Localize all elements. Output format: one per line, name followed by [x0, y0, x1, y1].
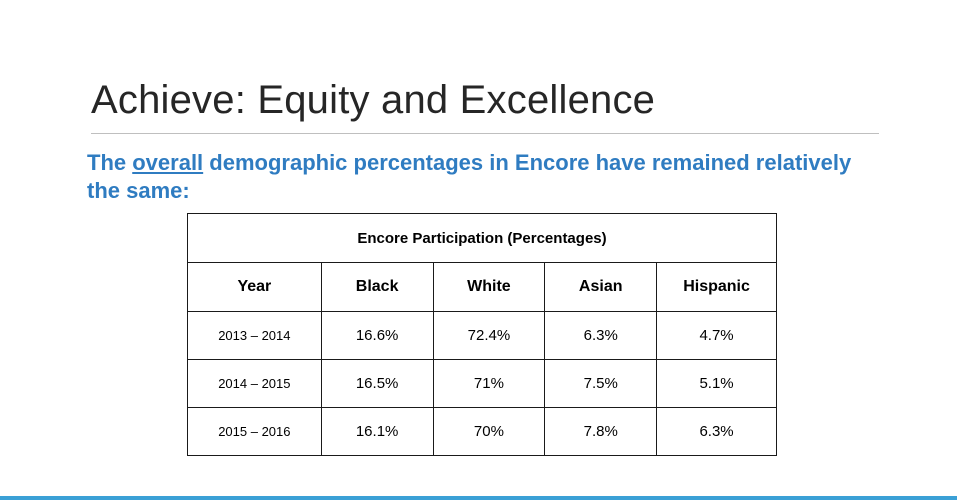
slide-title: Achieve: Equity and Excellence	[91, 78, 656, 122]
header-hispanic: Hispanic	[656, 262, 777, 312]
cell-white: 72.4%	[432, 311, 546, 360]
cell-year: 2013 – 2014	[187, 311, 322, 360]
cell-hispanic: 5.1%	[656, 359, 777, 408]
table-row: 2013 – 2014 16.6% 72.4% 6.3% 4.7%	[187, 311, 777, 360]
accent-bar	[0, 496, 957, 500]
subtitle-text-end: demographic percentages in Encore have r…	[87, 150, 852, 203]
cell-black: 16.6%	[320, 311, 434, 360]
table-caption-row: Encore Participation (Percentages)	[187, 213, 777, 263]
header-white: White	[432, 262, 546, 312]
cell-year: 2015 – 2016	[187, 407, 322, 456]
cell-white: 71%	[432, 359, 546, 408]
cell-asian: 7.5%	[544, 359, 658, 408]
table-caption: Encore Participation (Percentages)	[187, 213, 777, 263]
cell-black: 16.5%	[320, 359, 434, 408]
header-black: Black	[320, 262, 434, 312]
header-year: Year	[187, 262, 322, 312]
cell-hispanic: 6.3%	[656, 407, 777, 456]
cell-year: 2014 – 2015	[187, 359, 322, 408]
table-row: 2015 – 2016 16.1% 70% 7.8% 6.3%	[187, 407, 777, 456]
participation-table: Encore Participation (Percentages) Year …	[187, 213, 777, 456]
subtitle-emphasis: overall	[132, 150, 204, 175]
cell-white: 70%	[432, 407, 546, 456]
cell-asian: 7.8%	[544, 407, 658, 456]
table-header-row: Year Black White Asian Hispanic	[187, 262, 777, 312]
table-row: 2014 – 2015 16.5% 71% 7.5% 5.1%	[187, 359, 777, 408]
slide-subtitle: The overall demographic percentages in E…	[87, 149, 887, 205]
title-divider	[91, 133, 879, 134]
cell-asian: 6.3%	[544, 311, 658, 360]
subtitle-text-start: The	[87, 150, 133, 175]
header-asian: Asian	[544, 262, 658, 312]
cell-black: 16.1%	[320, 407, 434, 456]
cell-hispanic: 4.7%	[656, 311, 777, 360]
